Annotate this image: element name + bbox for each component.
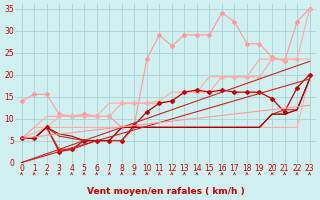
X-axis label: Vent moyen/en rafales ( km/h ): Vent moyen/en rafales ( km/h ) (87, 187, 244, 196)
